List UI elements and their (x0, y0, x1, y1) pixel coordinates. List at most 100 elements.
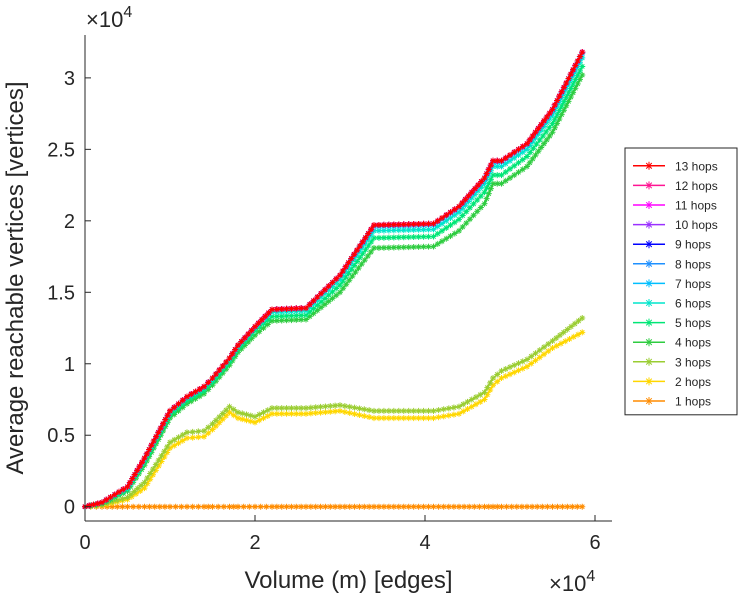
y-axis-multiplier: ×104 (86, 4, 132, 32)
data-point (265, 309, 272, 316)
y-multiplier-exponent: 4 (123, 4, 132, 21)
data-point (519, 166, 526, 173)
data-point (572, 62, 579, 69)
data-point (158, 458, 165, 465)
data-point (178, 503, 185, 510)
data-point (255, 320, 262, 327)
legend-item: 8 hops (633, 257, 711, 271)
data-point (310, 300, 317, 307)
data-point (278, 313, 285, 320)
data-point (269, 317, 275, 324)
data-point (468, 403, 475, 410)
data-point (303, 405, 309, 412)
data-point (490, 157, 496, 164)
data-point (322, 403, 329, 410)
data-point (502, 154, 509, 161)
data-point (490, 382, 496, 389)
data-point (415, 243, 422, 250)
data-point (420, 226, 427, 233)
data-point (230, 406, 237, 413)
data-point (346, 503, 353, 510)
data-point (229, 350, 236, 357)
data-point (141, 479, 148, 486)
data-point (167, 445, 173, 452)
data-point (380, 234, 387, 241)
data-point (219, 410, 226, 417)
data-point (430, 415, 437, 422)
data-point (502, 168, 509, 175)
data-point (269, 313, 275, 320)
data-point (310, 297, 317, 304)
data-point (293, 316, 300, 323)
data-point (395, 244, 402, 251)
data-point (579, 503, 586, 510)
data-point (475, 187, 482, 194)
data-point (380, 244, 387, 251)
series-3-hops (82, 315, 586, 510)
data-point (556, 332, 563, 339)
data-point (565, 98, 572, 105)
data-point (558, 88, 565, 95)
data-point (356, 242, 363, 249)
data-point (288, 312, 295, 319)
data-point (435, 503, 442, 510)
legend-marker (645, 377, 653, 386)
data-point (503, 503, 510, 510)
legend-item: 4 hops (633, 336, 711, 350)
data-point (298, 312, 305, 319)
data-point (481, 200, 488, 207)
data-point (342, 263, 349, 270)
data-point (519, 149, 526, 156)
data-point (400, 234, 407, 241)
data-point (375, 244, 382, 251)
data-point (380, 415, 387, 422)
data-point (332, 503, 339, 510)
data-point (232, 346, 239, 353)
data-point (164, 412, 171, 419)
data-point (565, 89, 572, 96)
data-point (235, 503, 241, 510)
x-multiplier-exponent: 4 (586, 568, 595, 585)
data-point (351, 404, 358, 411)
data-point (303, 305, 309, 312)
data-point (366, 414, 373, 421)
data-point (135, 503, 142, 510)
data-point (248, 327, 255, 334)
data-point (126, 479, 133, 486)
data-point (528, 353, 535, 360)
data-point (543, 128, 550, 135)
data-point (430, 503, 437, 510)
data-point (576, 53, 583, 60)
data-point (252, 413, 258, 420)
data-point (167, 407, 173, 414)
data-point (129, 475, 136, 482)
legend-label: 2 hops (675, 375, 711, 389)
data-point (645, 201, 653, 209)
data-point (415, 221, 422, 228)
data-point (494, 378, 501, 385)
data-point (410, 415, 417, 422)
data-point (490, 180, 496, 187)
data-point (579, 329, 586, 336)
data-point (247, 412, 254, 419)
data-point (390, 234, 397, 241)
data-point (298, 405, 305, 412)
data-point (147, 476, 154, 483)
data-point (450, 404, 457, 411)
data-point (434, 230, 441, 237)
legend-item: 3 hops (633, 355, 711, 369)
data-point (141, 503, 148, 510)
data-point (645, 357, 653, 366)
data-point (535, 125, 542, 132)
data-point (352, 269, 359, 276)
data-point (515, 360, 522, 367)
data-point (322, 503, 329, 510)
data-point (568, 323, 575, 330)
data-point (485, 503, 492, 510)
data-point (354, 258, 360, 265)
data-point (147, 470, 154, 477)
data-point (539, 503, 546, 510)
data-point (317, 409, 324, 416)
legend-label: 6 hops (675, 297, 711, 311)
